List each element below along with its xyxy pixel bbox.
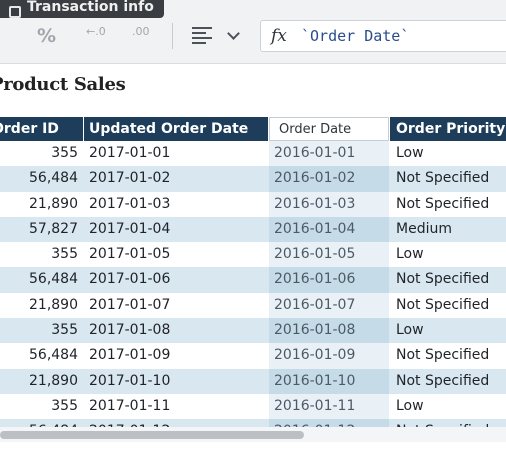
align-left-icon[interactable] [192, 27, 214, 45]
table-row[interactable]: 21,890 2017-01-10 2016-01-10 Not Specified [0, 368, 506, 394]
cell-order-date[interactable]: 2016-01-06 [269, 267, 389, 293]
table-row[interactable]: 57,827 2017-01-04 2016-01-04 Medium [0, 216, 506, 243]
table-body: 355 2017-01-01 2016-01-01 Low 56,484 2017-01-… [0, 141, 506, 431]
formula-bar: fx [260, 20, 506, 52]
table-row[interactable]: 355 2017-01-05 2016-01-05 Low [0, 242, 506, 268]
cell-updated-order-date[interactable]: 2017-01-11 [89, 397, 171, 414]
cell-order-priority[interactable]: Not Specified [396, 296, 490, 313]
cell-updated-order-date[interactable]: 2017-01-10 [89, 372, 171, 389]
cell-order-date[interactable]: 2016-01-07 [269, 292, 389, 319]
cell-updated-order-date[interactable]: 2017-01-03 [89, 195, 171, 212]
cell-order-id[interactable]: 355 [51, 397, 78, 414]
cell-order-priority[interactable]: Not Specified [396, 170, 490, 187]
increase-decimal-button[interactable]: .00 [132, 26, 150, 41]
cell-order-date[interactable]: 2016-01-04 [269, 216, 389, 243]
cell-order-date[interactable]: 2016-01-11 [269, 393, 389, 420]
window-tab-title: Transaction info [27, 0, 154, 15]
cell-order-id[interactable]: 21,890 [29, 195, 78, 212]
percent-format-button[interactable]: % [37, 25, 57, 47]
cell-updated-order-date[interactable]: 2017-01-06 [89, 271, 171, 288]
cell-order-id[interactable]: 21,890 [29, 372, 78, 389]
increase-decimal-label: .00 [132, 25, 150, 38]
toolbar-divider [172, 23, 173, 49]
horizontal-scrollbar-thumb[interactable] [0, 431, 304, 439]
table-row[interactable]: 355 2017-01-01 2016-01-01 Low [0, 141, 506, 167]
cell-order-id[interactable]: 56,484 [29, 347, 78, 364]
toolbar: Transaction info % ←.0 .00 fx [0, 0, 506, 64]
cell-updated-order-date[interactable]: 2017-01-09 [89, 347, 171, 364]
formula-input[interactable] [301, 25, 506, 47]
cell-updated-order-date[interactable]: 2017-01-04 [89, 220, 171, 237]
column-header-label: Order ID [0, 121, 59, 137]
table-row[interactable]: 21,890 2017-01-07 2016-01-07 Not Specified [0, 292, 506, 319]
cell-order-date[interactable]: 2016-01-05 [269, 242, 389, 268]
cell-order-priority[interactable]: Not Specified [396, 372, 490, 389]
table-row[interactable]: 56,484 2017-01-02 2016-01-02 Not Specified [0, 166, 506, 192]
arrow-left-icon: ← [86, 25, 96, 38]
cell-order-priority[interactable]: Low [396, 397, 424, 414]
cell-updated-order-date[interactable]: 2017-01-08 [89, 322, 171, 339]
cell-order-date[interactable]: 2016-01-10 [269, 368, 389, 394]
cell-order-date[interactable]: 2016-01-08 [269, 318, 389, 344]
column-header-order-id[interactable]: Order ID [0, 117, 83, 141]
cell-updated-order-date[interactable]: 2017-01-02 [89, 170, 171, 187]
cell-order-date[interactable]: 2016-01-03 [269, 191, 389, 217]
decrease-decimal-button[interactable]: ←.0 [86, 26, 106, 41]
column-header-order-date[interactable]: Order Date [269, 117, 389, 141]
chevron-down-icon[interactable] [227, 27, 240, 40]
window-tab[interactable]: Transaction info [0, 0, 164, 18]
cell-order-date[interactable]: 2016-01-09 [269, 343, 389, 369]
cell-order-priority[interactable]: Not Specified [396, 347, 490, 364]
decrease-decimal-label: .0 [95, 25, 106, 38]
column-header-order-priority[interactable]: Order Priority [390, 117, 506, 141]
cell-order-priority[interactable]: Low [396, 145, 424, 161]
sheet-title: Product Sales [0, 74, 126, 95]
cell-order-id[interactable]: 56,484 [29, 271, 78, 288]
table-row[interactable]: 355 2017-01-11 2016-01-11 Low [0, 393, 506, 420]
cell-order-id[interactable]: 21,890 [29, 296, 78, 313]
cell-order-id[interactable]: 56,484 [29, 170, 78, 187]
cell-order-id[interactable]: 57,827 [29, 220, 78, 237]
cell-order-date[interactable]: 2016-01-02 [269, 166, 389, 192]
window-icon [9, 6, 21, 18]
cell-updated-order-date[interactable]: 2017-01-05 [89, 246, 171, 263]
bottom-strip [0, 442, 506, 452]
table-row[interactable]: 56,484 2017-01-09 2016-01-09 Not Specified [0, 343, 506, 369]
cell-order-priority[interactable]: Low [396, 322, 424, 339]
cell-order-id[interactable]: 355 [51, 246, 78, 263]
table-row[interactable]: 21,890 2017-01-03 2016-01-03 Not Specified [0, 191, 506, 217]
cell-order-date[interactable]: 2016-01-01 [269, 141, 389, 167]
cell-order-priority[interactable]: Medium [396, 220, 452, 237]
table-row[interactable]: 56,484 2017-01-06 2016-01-06 Not Specified [0, 267, 506, 293]
cell-order-priority[interactable]: Not Specified [396, 271, 490, 288]
cell-order-priority[interactable]: Low [396, 246, 424, 263]
column-header-updated-order-date[interactable]: Updated Order Date [84, 117, 268, 141]
cell-order-id[interactable]: 355 [51, 322, 78, 339]
table-row[interactable]: 355 2017-01-08 2016-01-08 Low [0, 318, 506, 344]
cell-order-id[interactable]: 355 [51, 145, 78, 161]
function-icon: fx [271, 26, 287, 46]
cell-order-priority[interactable]: Not Specified [396, 195, 490, 212]
cell-updated-order-date[interactable]: 2017-01-01 [89, 145, 171, 161]
cell-updated-order-date[interactable]: 2017-01-07 [89, 296, 171, 313]
